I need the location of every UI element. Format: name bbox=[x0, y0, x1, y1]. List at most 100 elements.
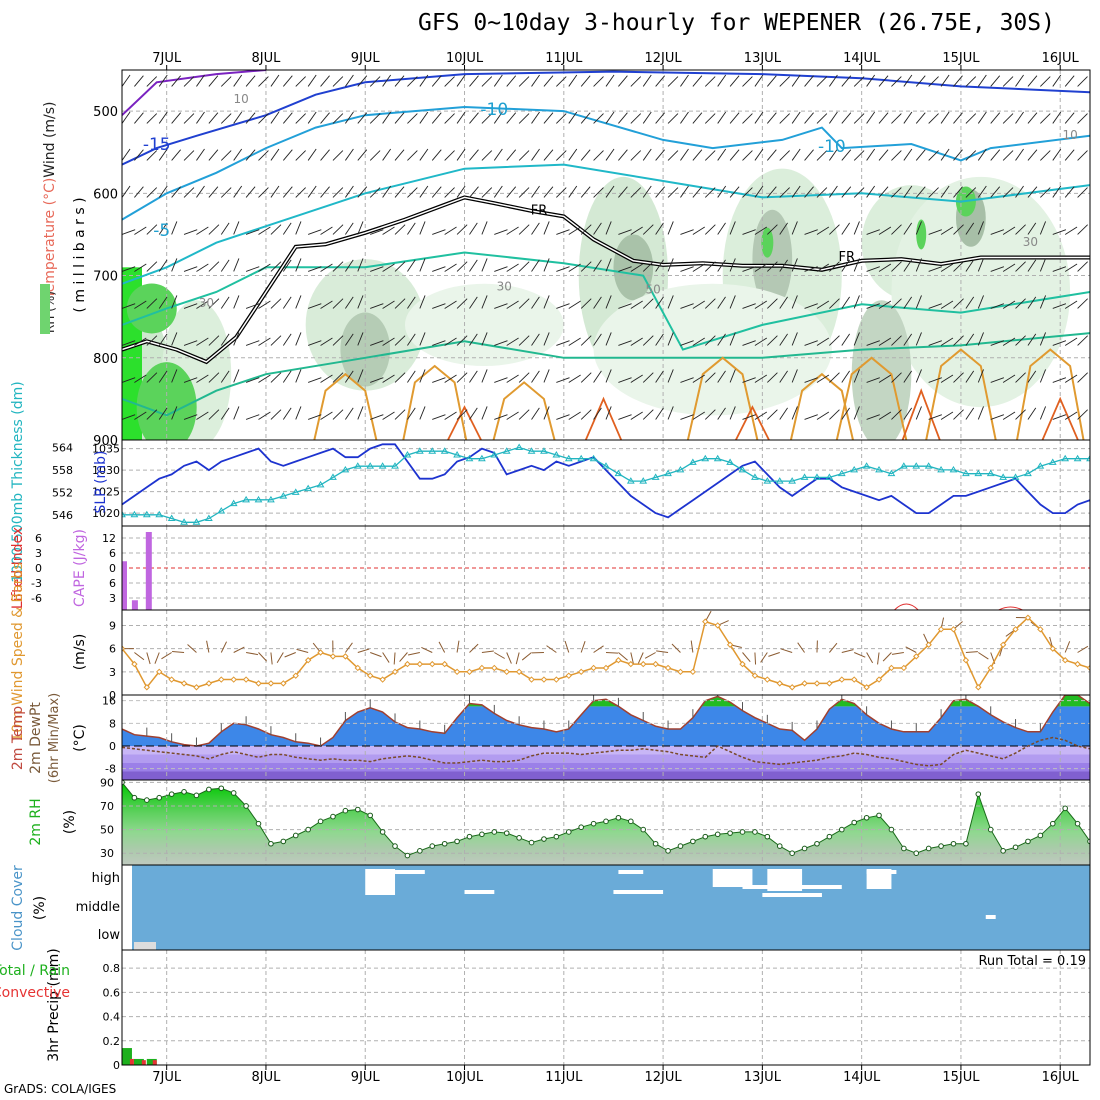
wind-barb bbox=[258, 113, 269, 124]
wind-barb bbox=[940, 263, 954, 272]
temp-units-label: (°C) bbox=[72, 724, 88, 752]
wind-barb bbox=[692, 337, 705, 346]
wind-barb bbox=[990, 340, 1005, 346]
wind-barb bbox=[146, 113, 158, 124]
wind-barb bbox=[965, 187, 977, 198]
wind-barb bbox=[667, 76, 679, 87]
surface-wind-barb bbox=[768, 652, 780, 657]
wind-barbs bbox=[122, 74, 1090, 420]
wind-barb bbox=[307, 111, 317, 124]
wind-barb bbox=[742, 76, 753, 87]
wind-barb bbox=[903, 222, 913, 235]
wind-barb bbox=[568, 263, 581, 272]
wind-barb bbox=[208, 224, 220, 235]
wind-barb bbox=[270, 185, 280, 198]
wind-barb bbox=[977, 74, 987, 87]
wind-barb bbox=[1077, 76, 1088, 87]
wind-speed-marker bbox=[652, 660, 659, 668]
wind-barb bbox=[630, 76, 642, 87]
wind-barb bbox=[419, 369, 426, 383]
wind-barb bbox=[469, 407, 478, 420]
wind-barb bbox=[1064, 337, 1078, 346]
thickness-marker bbox=[738, 465, 747, 473]
thickness-marker bbox=[122, 510, 126, 518]
wind-barb bbox=[754, 185, 764, 198]
wind-barb bbox=[903, 333, 913, 346]
wind-barb bbox=[878, 411, 892, 420]
wind-speed-marker bbox=[553, 676, 560, 683]
wind-barb bbox=[493, 185, 503, 198]
surface-wind-barb bbox=[382, 652, 390, 663]
cape-tick-label: 6 bbox=[109, 547, 116, 560]
wind-barb bbox=[915, 112, 926, 124]
wind-barb bbox=[382, 263, 395, 272]
contour-label: 50 bbox=[646, 283, 661, 297]
wind-barb bbox=[642, 185, 652, 198]
surface-wind-barb bbox=[469, 643, 479, 653]
wind-barb bbox=[1040, 113, 1051, 124]
thickness-marker bbox=[912, 462, 921, 469]
wind-barb bbox=[220, 187, 232, 198]
wind-barb bbox=[1015, 298, 1026, 309]
top-date-label: 16JUL bbox=[1042, 51, 1080, 66]
thickness-marker bbox=[713, 454, 722, 462]
wind-barb bbox=[518, 76, 530, 87]
wind-barb bbox=[642, 409, 654, 420]
wind-barb bbox=[370, 266, 384, 272]
wind-speed-marker bbox=[900, 664, 908, 672]
thickness-marker bbox=[142, 510, 151, 518]
surface-wind-barb bbox=[854, 652, 866, 658]
surface-wind-barb bbox=[246, 652, 259, 656]
wind-barb bbox=[506, 186, 517, 198]
wind-barb bbox=[841, 112, 852, 124]
contour-label: 10 bbox=[233, 92, 248, 106]
wind-barb bbox=[208, 149, 219, 161]
wind-barb bbox=[171, 369, 178, 383]
wind-barb bbox=[717, 74, 727, 87]
wind-barb bbox=[171, 186, 181, 198]
wind-barb bbox=[866, 377, 880, 383]
slp-thickness-clipped bbox=[122, 440, 1090, 526]
wind-barb bbox=[556, 303, 570, 309]
wind-barb bbox=[816, 150, 828, 161]
wind-barb bbox=[1077, 187, 1088, 198]
wind-barb bbox=[506, 300, 519, 309]
wind-barb bbox=[878, 112, 889, 124]
wind-barb bbox=[667, 113, 679, 124]
rh-marker bbox=[292, 832, 299, 839]
wind-barb bbox=[357, 369, 364, 383]
wind-tick-label: 0 bbox=[109, 689, 116, 702]
wind-barb bbox=[1015, 409, 1026, 420]
top-date-label: 12JUL bbox=[645, 51, 683, 66]
wind-barb bbox=[915, 295, 922, 309]
wind-speed-marker bbox=[726, 641, 734, 648]
thickness-marker bbox=[453, 450, 461, 458]
rh-marker bbox=[826, 833, 833, 840]
thickness-marker bbox=[1061, 454, 1070, 462]
thickness-marker bbox=[614, 469, 623, 477]
surface-wind-barb bbox=[521, 652, 532, 661]
cloud-gap bbox=[767, 869, 803, 891]
cloud-level-label: high bbox=[92, 871, 120, 886]
rh-shade-area bbox=[340, 312, 391, 387]
rh-marker bbox=[144, 797, 150, 803]
wind-barb bbox=[531, 333, 540, 346]
rh-saturated-area bbox=[916, 219, 927, 250]
wind-barb bbox=[1052, 303, 1067, 309]
wind-barb bbox=[717, 407, 726, 420]
rh-marker bbox=[466, 833, 473, 840]
wind-barb bbox=[767, 372, 778, 383]
thickness-marker bbox=[949, 465, 958, 473]
wind-barb bbox=[680, 377, 694, 383]
wind-barb bbox=[233, 258, 240, 272]
wind-barb bbox=[692, 226, 705, 235]
wind-barb bbox=[791, 148, 801, 161]
wind-speed-marker bbox=[156, 668, 163, 676]
wind-barb bbox=[122, 303, 136, 309]
wind-barb bbox=[829, 74, 838, 87]
wind-barb bbox=[158, 74, 168, 87]
wind-barb bbox=[518, 150, 530, 161]
wind-barb bbox=[407, 150, 418, 161]
wind-barb bbox=[915, 406, 922, 420]
footer-credit: GrADS: COLA/IGES bbox=[4, 1082, 117, 1096]
